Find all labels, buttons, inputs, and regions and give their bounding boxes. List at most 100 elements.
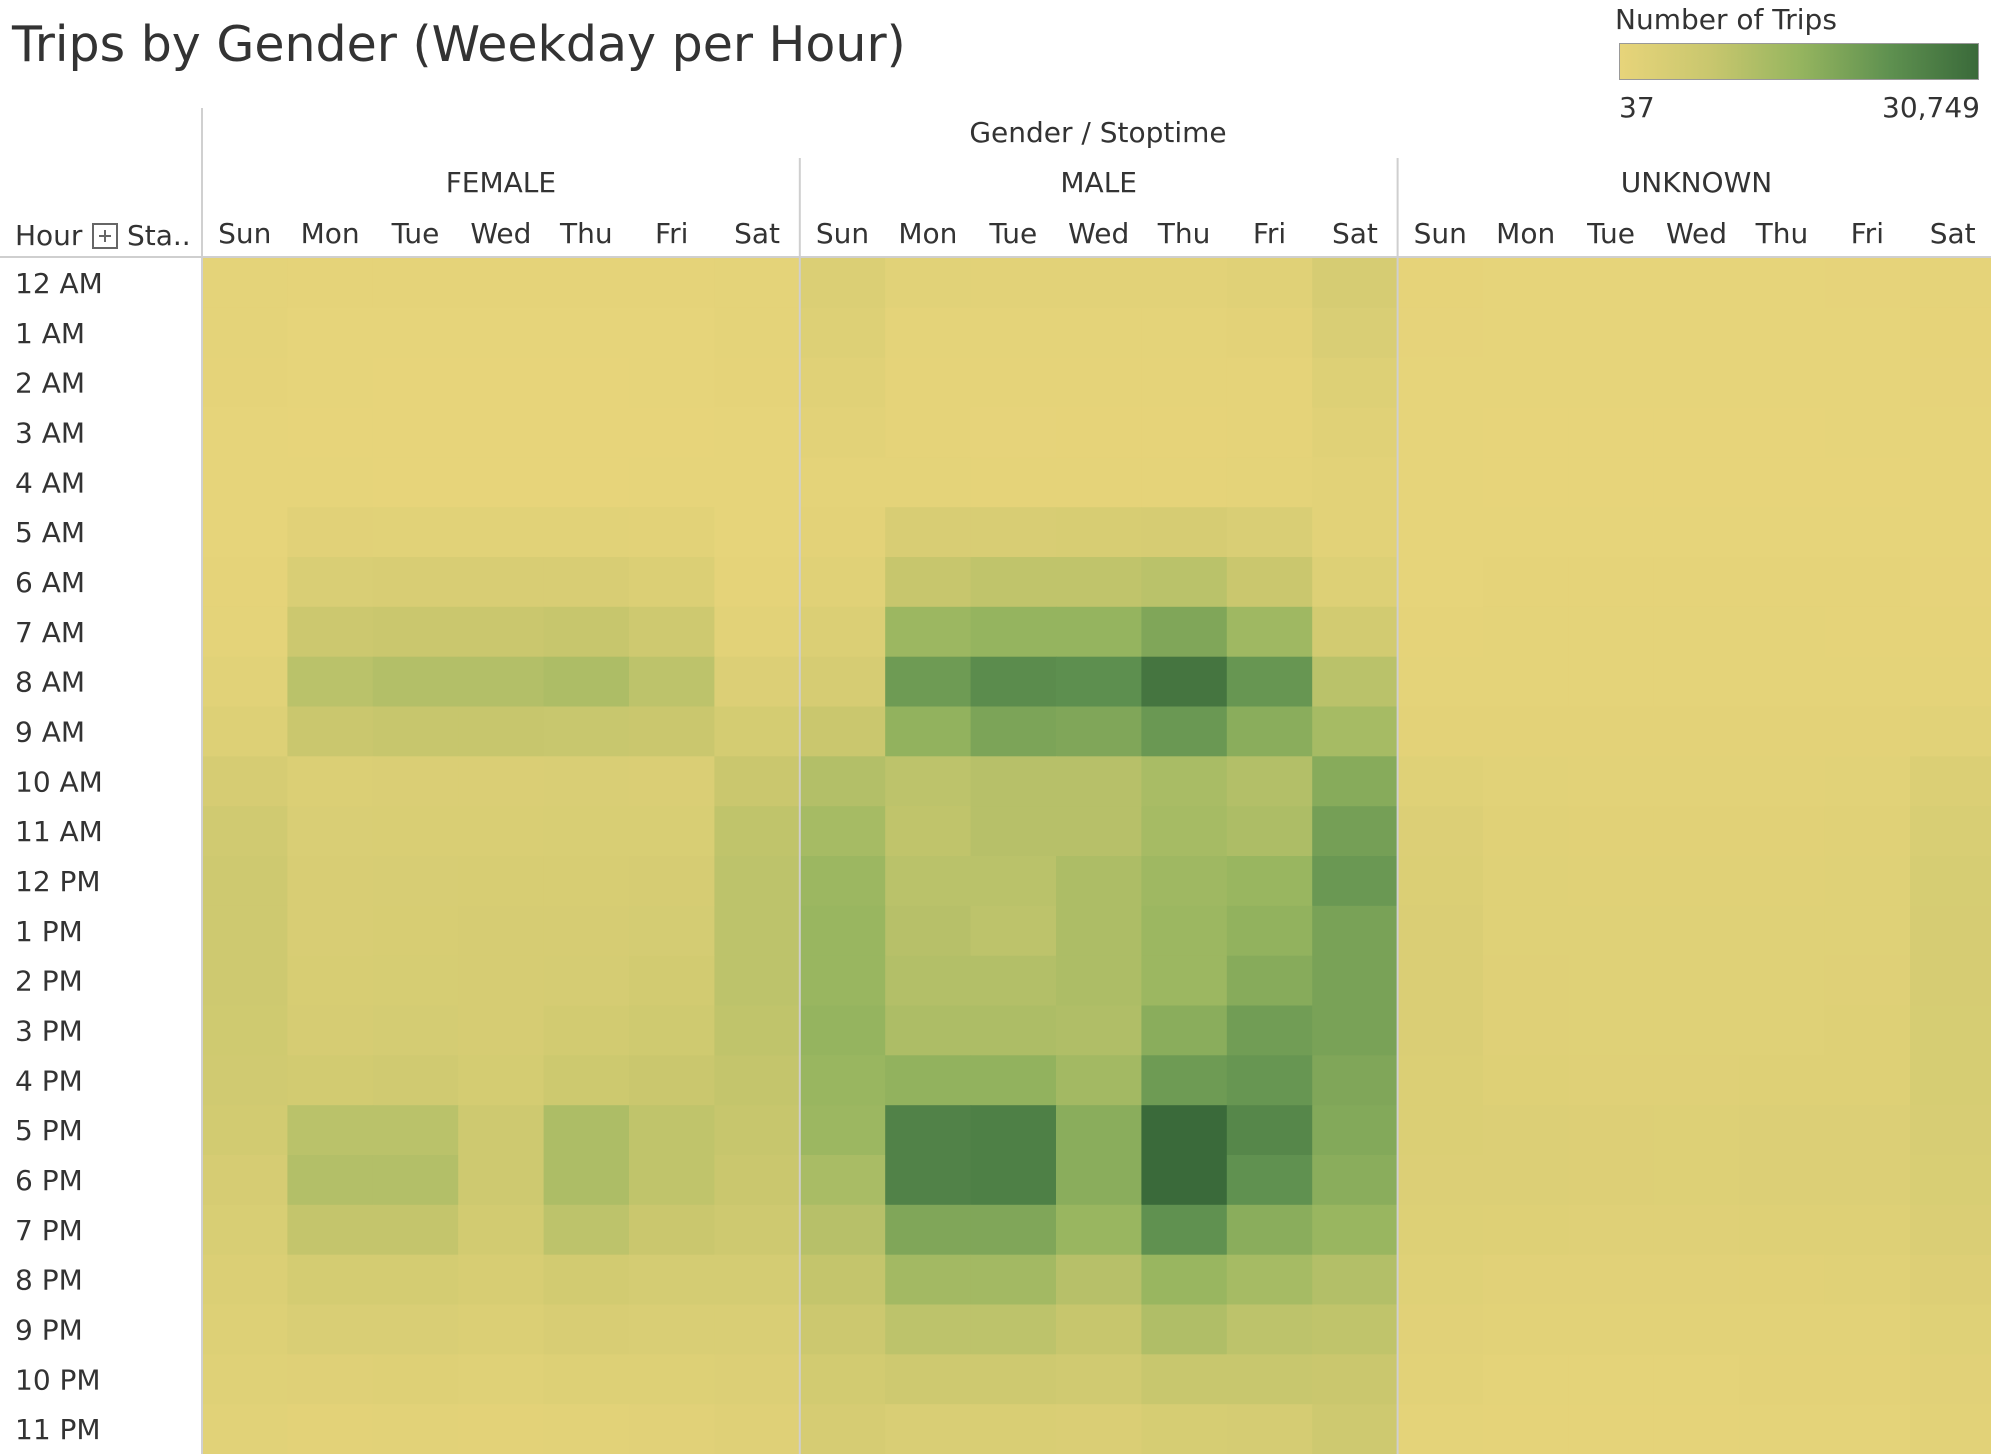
heatmap-cell — [885, 656, 972, 708]
expand-icon[interactable] — [92, 223, 118, 249]
heatmap-cell — [799, 756, 886, 807]
heatmap-cell — [543, 806, 630, 857]
heatmap-cell — [885, 1055, 972, 1106]
heatmap-cell — [1653, 1254, 1740, 1306]
heatmap-cell — [1397, 258, 1484, 309]
heatmap-cell — [629, 1105, 715, 1156]
heatmap-cell — [1141, 706, 1228, 757]
heatmap-cell — [287, 1254, 374, 1306]
heatmap-cell — [372, 457, 459, 508]
heatmap-cell — [1056, 756, 1142, 807]
heatmap-cell — [1824, 1304, 1911, 1355]
heatmap-cell — [372, 756, 459, 807]
heatmap-cell — [202, 1354, 288, 1405]
heatmap-cell — [543, 557, 630, 608]
hour-label: 10 PM — [15, 1363, 101, 1396]
heatmap-cell — [714, 507, 801, 558]
heatmap-cell — [543, 905, 630, 957]
heatmap-cell — [543, 407, 630, 458]
heatmap-cell — [970, 606, 1057, 658]
heatmap-cell — [372, 955, 459, 1007]
heatmap-cell — [1568, 756, 1655, 807]
heatmap-cell — [1653, 1204, 1740, 1256]
heatmap-cell — [1312, 1354, 1399, 1405]
heatmap-cell — [1739, 706, 1826, 757]
heatmap-cell — [885, 606, 972, 658]
hour-label: 8 PM — [15, 1264, 83, 1297]
heatmap-cell — [885, 507, 972, 558]
heatmap-cell — [1824, 1105, 1911, 1156]
heatmap-cell — [1568, 258, 1655, 309]
heatmap-cell — [1568, 1254, 1655, 1306]
heatmap-cell — [1397, 1304, 1484, 1355]
heatmap-cell — [1056, 1404, 1142, 1454]
heatmap-cell — [543, 307, 630, 359]
heatmap-cell — [1910, 407, 1991, 458]
heatmap-cell — [372, 357, 459, 409]
heatmap-cell — [629, 806, 715, 857]
heatmap-cell — [970, 756, 1057, 807]
heatmap-cell — [287, 258, 374, 309]
heatmap-cell — [799, 507, 886, 558]
heatmap-cell — [1739, 1204, 1826, 1256]
heatmap-cell — [1653, 357, 1740, 409]
heatmap-cell — [885, 1155, 972, 1206]
heatmap-cell — [372, 1404, 459, 1454]
heatmap-cell — [1910, 258, 1991, 309]
heatmap-cell — [1568, 606, 1655, 658]
heatmap-cell — [1312, 955, 1399, 1007]
heatmap-cell — [799, 656, 886, 708]
day-label: Mon — [301, 217, 360, 250]
heatmap-cell — [1483, 756, 1569, 807]
heatmap-cell — [1739, 1404, 1826, 1454]
heatmap-cell — [1568, 955, 1655, 1007]
heatmap-cell — [372, 606, 459, 658]
heatmap-cell — [714, 557, 801, 608]
heatmap-cell — [1483, 557, 1569, 608]
heatmap-cell — [202, 606, 288, 658]
heatmap-cell — [1483, 457, 1569, 508]
heatmap-cell — [970, 1254, 1057, 1306]
heatmap-cell — [287, 1005, 374, 1056]
heatmap-cell — [1056, 1254, 1142, 1306]
heatmap-cell — [202, 457, 288, 508]
heatmap-cell — [1397, 1404, 1484, 1454]
heatmap-cell — [885, 407, 972, 458]
heatmap-cell — [1910, 457, 1991, 508]
heatmap-cell — [1824, 1055, 1911, 1106]
heatmap-cell — [970, 357, 1057, 409]
heatmap-cell — [1483, 1304, 1569, 1355]
heatmap-cell — [1226, 656, 1313, 708]
heatmap-cell — [629, 706, 715, 757]
heatmap-cell — [1141, 905, 1228, 957]
heatmap-cell — [799, 606, 886, 658]
heatmap-cell — [970, 507, 1057, 558]
day-label: Sun — [1414, 217, 1467, 250]
heatmap-cell — [287, 1404, 374, 1454]
hour-label: 9 AM — [15, 715, 85, 748]
legend-min-label: 37 — [1619, 91, 1655, 124]
heatmap-cell — [1056, 955, 1142, 1007]
heatmap-cell — [799, 955, 886, 1007]
heatmap-cell — [202, 557, 288, 608]
heatmap-cell — [1141, 357, 1228, 409]
heatmap-cell — [714, 1354, 801, 1405]
row-header-title: Hour — [15, 219, 83, 252]
heatmap-cell — [1226, 557, 1313, 608]
heatmap-cell — [458, 1304, 545, 1355]
heatmap-cell — [1739, 806, 1826, 857]
heatmap-cell — [1739, 1354, 1826, 1405]
heatmap-cell — [543, 457, 630, 508]
heatmap-cell — [885, 307, 972, 359]
heatmap-cell — [1568, 656, 1655, 708]
heatmap-cell — [714, 457, 801, 508]
heatmap-cell — [799, 1254, 886, 1306]
heatmap-cell — [1910, 756, 1991, 807]
heatmap-cell — [1739, 756, 1826, 807]
hour-label: 9 PM — [15, 1313, 83, 1346]
hour-label: 2 AM — [15, 367, 85, 400]
row-header-secondary: Sta.. — [127, 219, 191, 252]
heatmap-cell — [1397, 806, 1484, 857]
heatmap-cell — [543, 1404, 630, 1454]
